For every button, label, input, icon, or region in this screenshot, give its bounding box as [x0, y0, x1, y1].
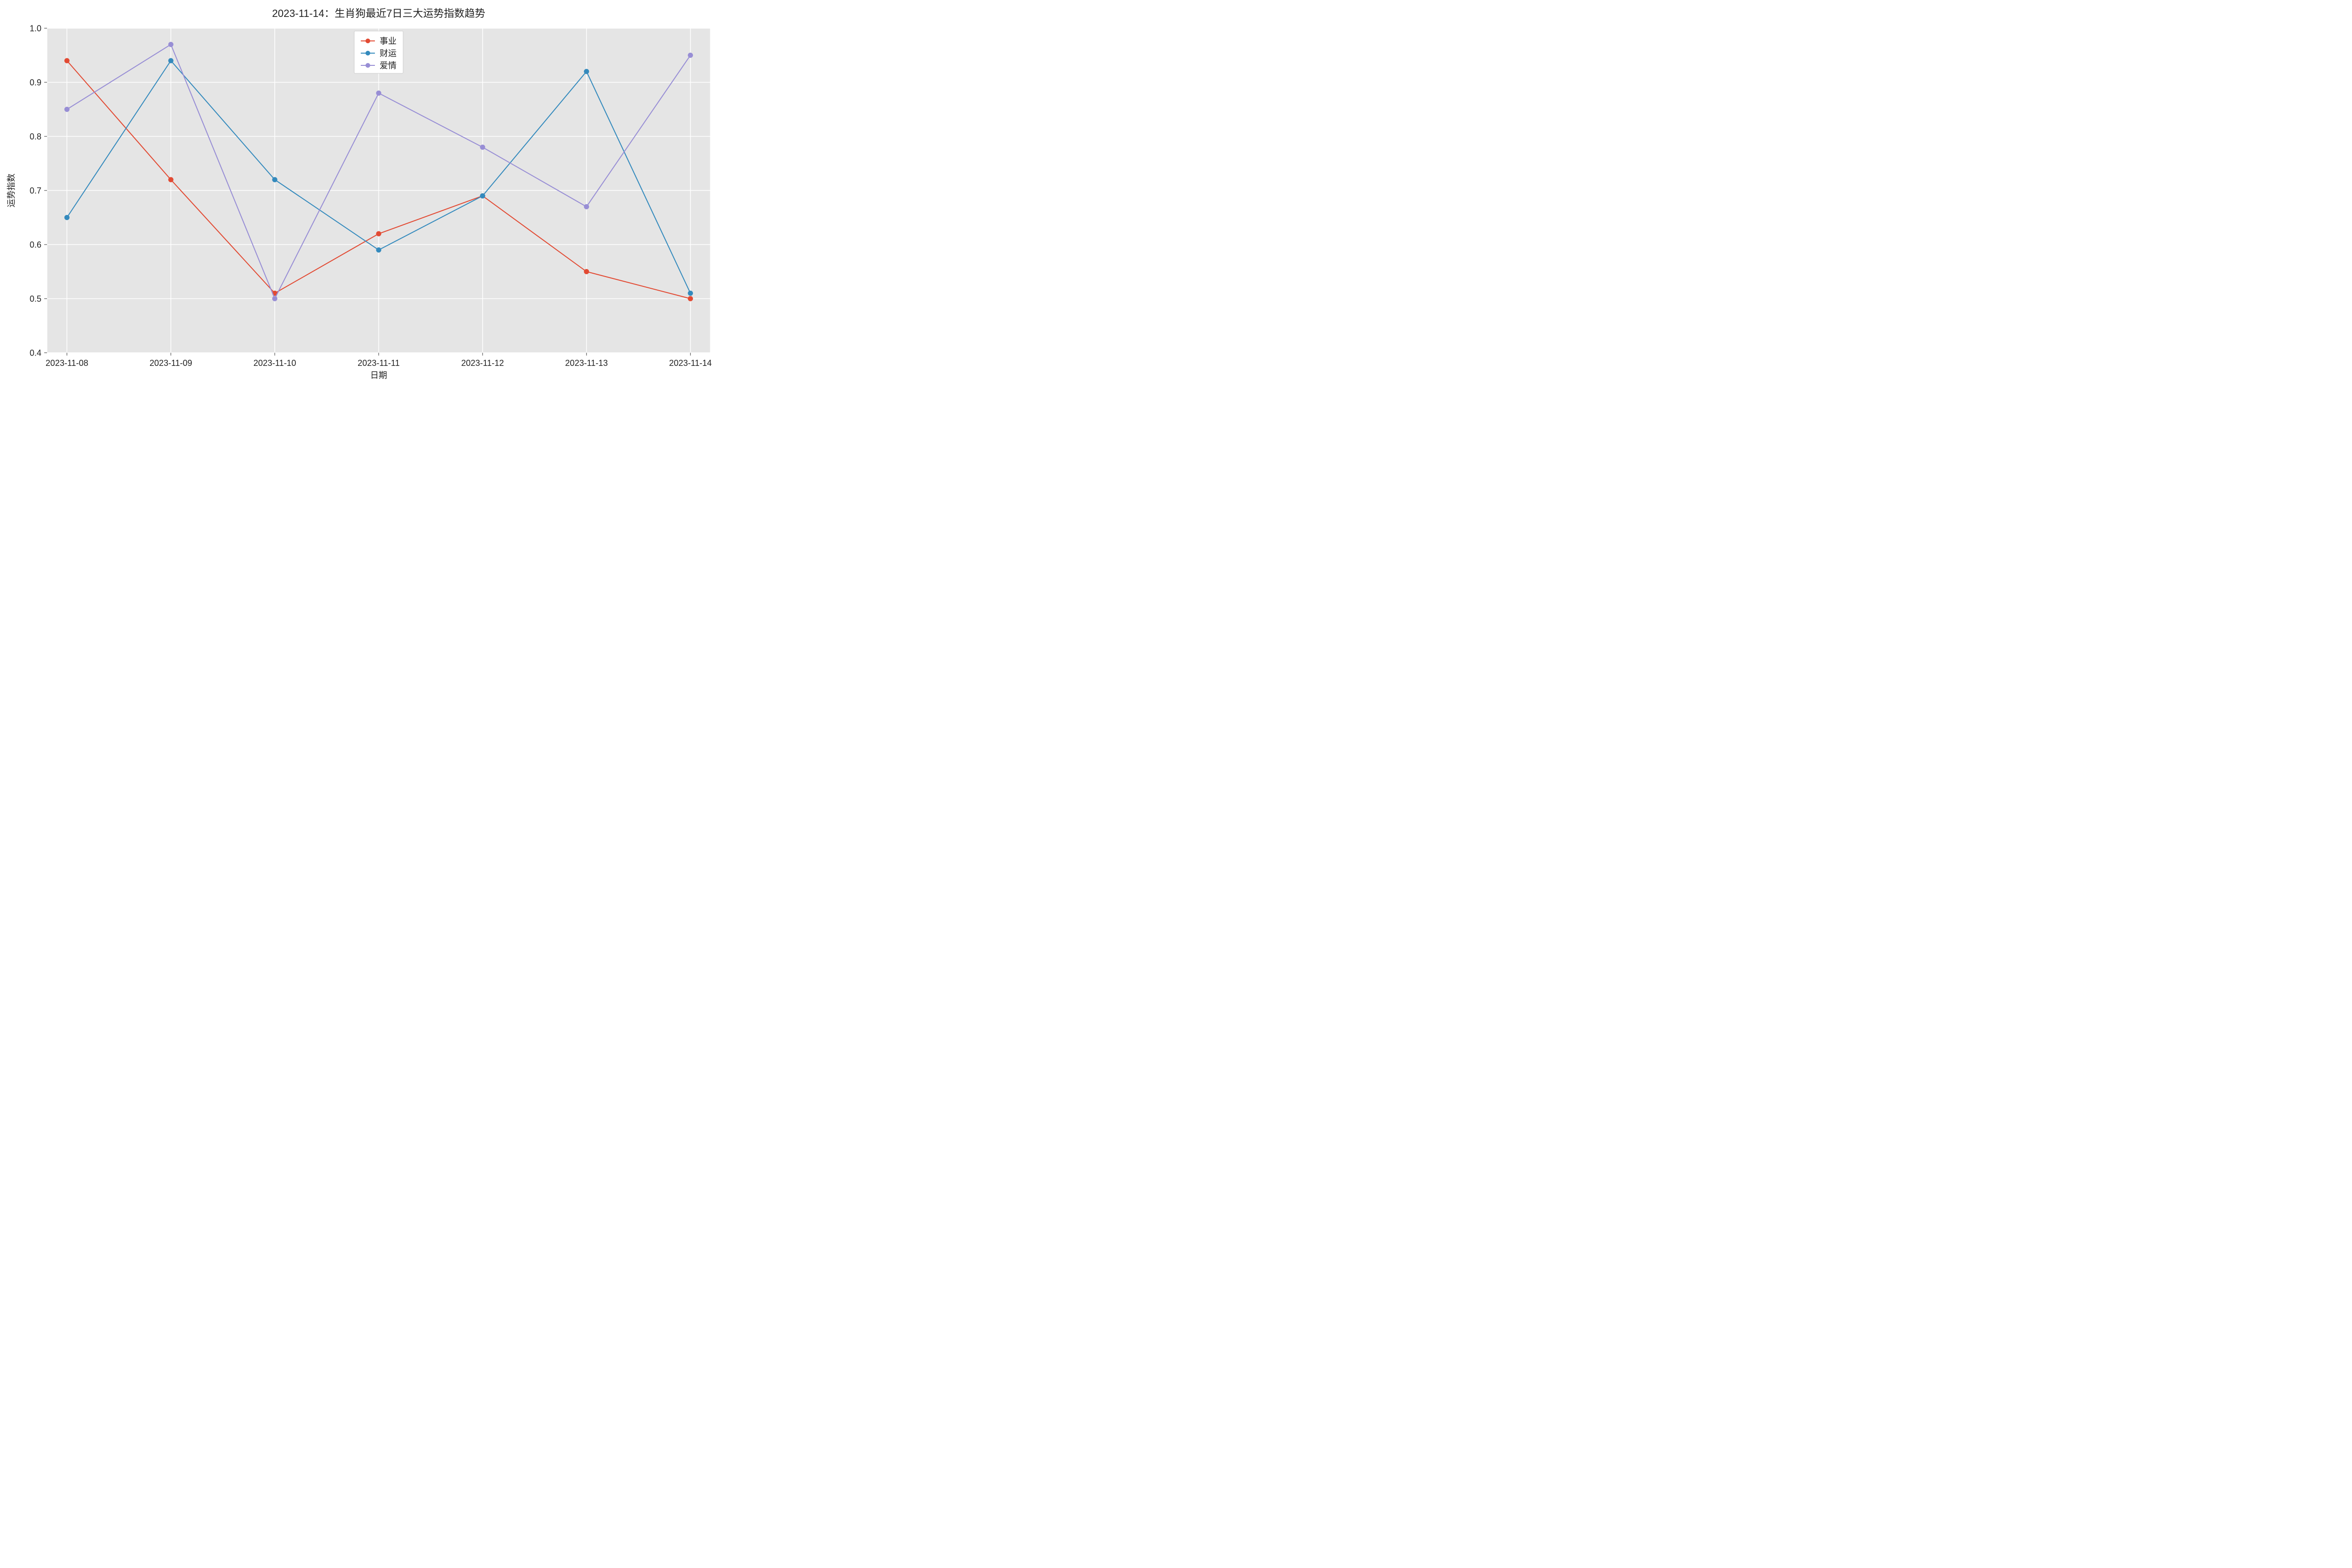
series-marker [688, 296, 693, 301]
y-tick-label: 0.7 [30, 186, 41, 195]
series-marker [64, 58, 69, 63]
series-marker [272, 177, 277, 182]
series-marker [376, 91, 381, 95]
y-tick-label: 0.4 [30, 348, 41, 357]
series-marker [584, 269, 589, 274]
chart-title: 2023-11-14：生肖狗最近7日三大运势指数趋势 [272, 8, 485, 19]
x-tick-label: 2023-11-12 [461, 358, 504, 368]
fortune-trend-chart: 2023-11-08 2023-11-09 2023-11-10 2023-11-11… [0, 0, 728, 392]
y-tick-label: 0.9 [30, 78, 41, 87]
y-tick-label: 0.8 [30, 132, 41, 141]
series-marker [584, 69, 589, 74]
x-tick-label: 2023-11-09 [150, 358, 192, 368]
legend-sample-marker [366, 39, 370, 43]
series-marker [480, 194, 485, 198]
y-tick-label: 1.0 [30, 24, 41, 33]
series-marker [168, 42, 173, 47]
x-tick-label: 2023-11-10 [254, 358, 296, 368]
series-marker [376, 248, 381, 253]
series-marker [688, 291, 693, 296]
chart-container: 2023-11-08 2023-11-09 2023-11-10 2023-11-11… [0, 0, 728, 392]
legend: 事业财运爱情 [354, 31, 403, 73]
x-tick-label: 2023-11-08 [46, 358, 88, 368]
legend-label: 事业 [380, 36, 397, 46]
y-tick-label: 0.6 [30, 240, 41, 249]
y-axis-label: 运势指数 [7, 174, 16, 207]
series-marker [688, 53, 693, 58]
x-tick-label: 2023-11-14 [669, 358, 712, 368]
series-marker [584, 205, 589, 209]
legend-sample-marker [366, 63, 370, 68]
series-marker [64, 215, 69, 220]
series-marker [64, 107, 69, 112]
series-marker [480, 145, 485, 150]
series-marker [168, 58, 173, 63]
y-tick-label: 0.5 [30, 294, 41, 303]
x-axis-label: 日期 [370, 371, 387, 380]
x-tick-label: 2023-11-13 [565, 358, 608, 368]
x-tick-label: 2023-11-11 [358, 358, 399, 368]
legend-label: 财运 [380, 48, 397, 58]
legend-sample-marker [366, 51, 370, 55]
series-marker [168, 177, 173, 182]
series-marker [376, 231, 381, 236]
series-marker [272, 296, 277, 301]
legend-label: 爱情 [380, 61, 397, 70]
